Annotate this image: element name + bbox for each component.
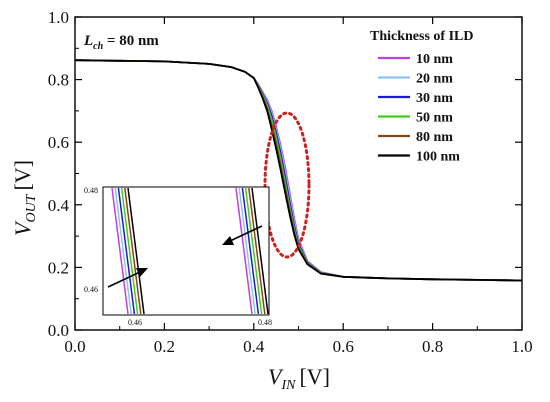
legend-label: 30 nm <box>416 91 453 106</box>
legend-label: 100 nm <box>416 150 460 165</box>
y-axis-ticks: 0.0 0.2 0.4 0.6 0.8 1.0 <box>48 8 522 340</box>
legend-title: Thickness of ILD <box>370 29 473 44</box>
x-tick-label: 0.4 <box>243 337 265 356</box>
inset-series-line <box>251 187 269 315</box>
inset-xtick-label-1: 0.48 <box>258 318 272 327</box>
inset-series-line <box>120 187 139 315</box>
legend-label: 10 nm <box>416 52 453 67</box>
inset-series-line <box>124 187 142 315</box>
x-axis-ticks: 0.0 0.2 0.4 0.6 0.8 1.0 <box>64 17 533 356</box>
legend-items: 10 nm 20 nm 30 nm 50 nm 80 nm 100 nm <box>378 52 460 165</box>
channel-length-annotation: Lch = 80 nm <box>83 33 159 52</box>
inset-arrow-right <box>107 268 148 288</box>
inset-series-line <box>117 187 136 315</box>
inset-ytick-label-1: 0.46 <box>84 285 98 294</box>
legend: Thickness of ILD 10 nm 20 nm 30 nm 50 nm 80 … <box>370 29 473 165</box>
y-tick-label: 0.2 <box>48 258 69 277</box>
x-tick-label: 0.6 <box>333 337 354 356</box>
y-axis-title: VOUT[V] <box>10 160 39 236</box>
y-tick-label: 0.6 <box>48 133 69 152</box>
series-line-100-nm <box>74 59 523 282</box>
inset-series-line <box>235 187 253 315</box>
inset-xtick-label-0: 0.46 <box>128 318 142 327</box>
x-tick-label: 0.2 <box>154 337 175 356</box>
inset-series-line <box>114 187 132 315</box>
inset-zoom: 0.48 0.46 0.46 0.48 <box>84 186 272 327</box>
inset-series-line <box>111 187 129 315</box>
y-tick-label: 0.4 <box>48 196 70 215</box>
x-axis-title: VIN [V] <box>268 364 330 393</box>
inset-series-line <box>244 187 263 315</box>
series-group <box>74 59 523 282</box>
y-tick-label: 1.0 <box>48 8 69 27</box>
inset-series-line <box>248 187 266 315</box>
legend-label: 20 nm <box>416 72 453 87</box>
x-tick-label: 1.0 <box>511 337 532 356</box>
transition-highlight-ellipse <box>263 111 311 259</box>
inset-series-line <box>241 187 260 315</box>
y-tick-label: 0.0 <box>48 321 69 340</box>
x-tick-label: 0.8 <box>422 337 443 356</box>
inset-ytick-label-0: 0.48 <box>84 186 98 195</box>
inset-series-line <box>238 187 256 315</box>
legend-label: 50 nm <box>416 111 453 126</box>
legend-label: 80 nm <box>416 130 453 145</box>
inset-series-line <box>127 187 145 315</box>
inset-arrow-left <box>222 225 263 245</box>
y-tick-label: 0.8 <box>48 71 69 90</box>
x-tick-label: 0.0 <box>64 337 85 356</box>
inset-lines <box>111 187 269 315</box>
